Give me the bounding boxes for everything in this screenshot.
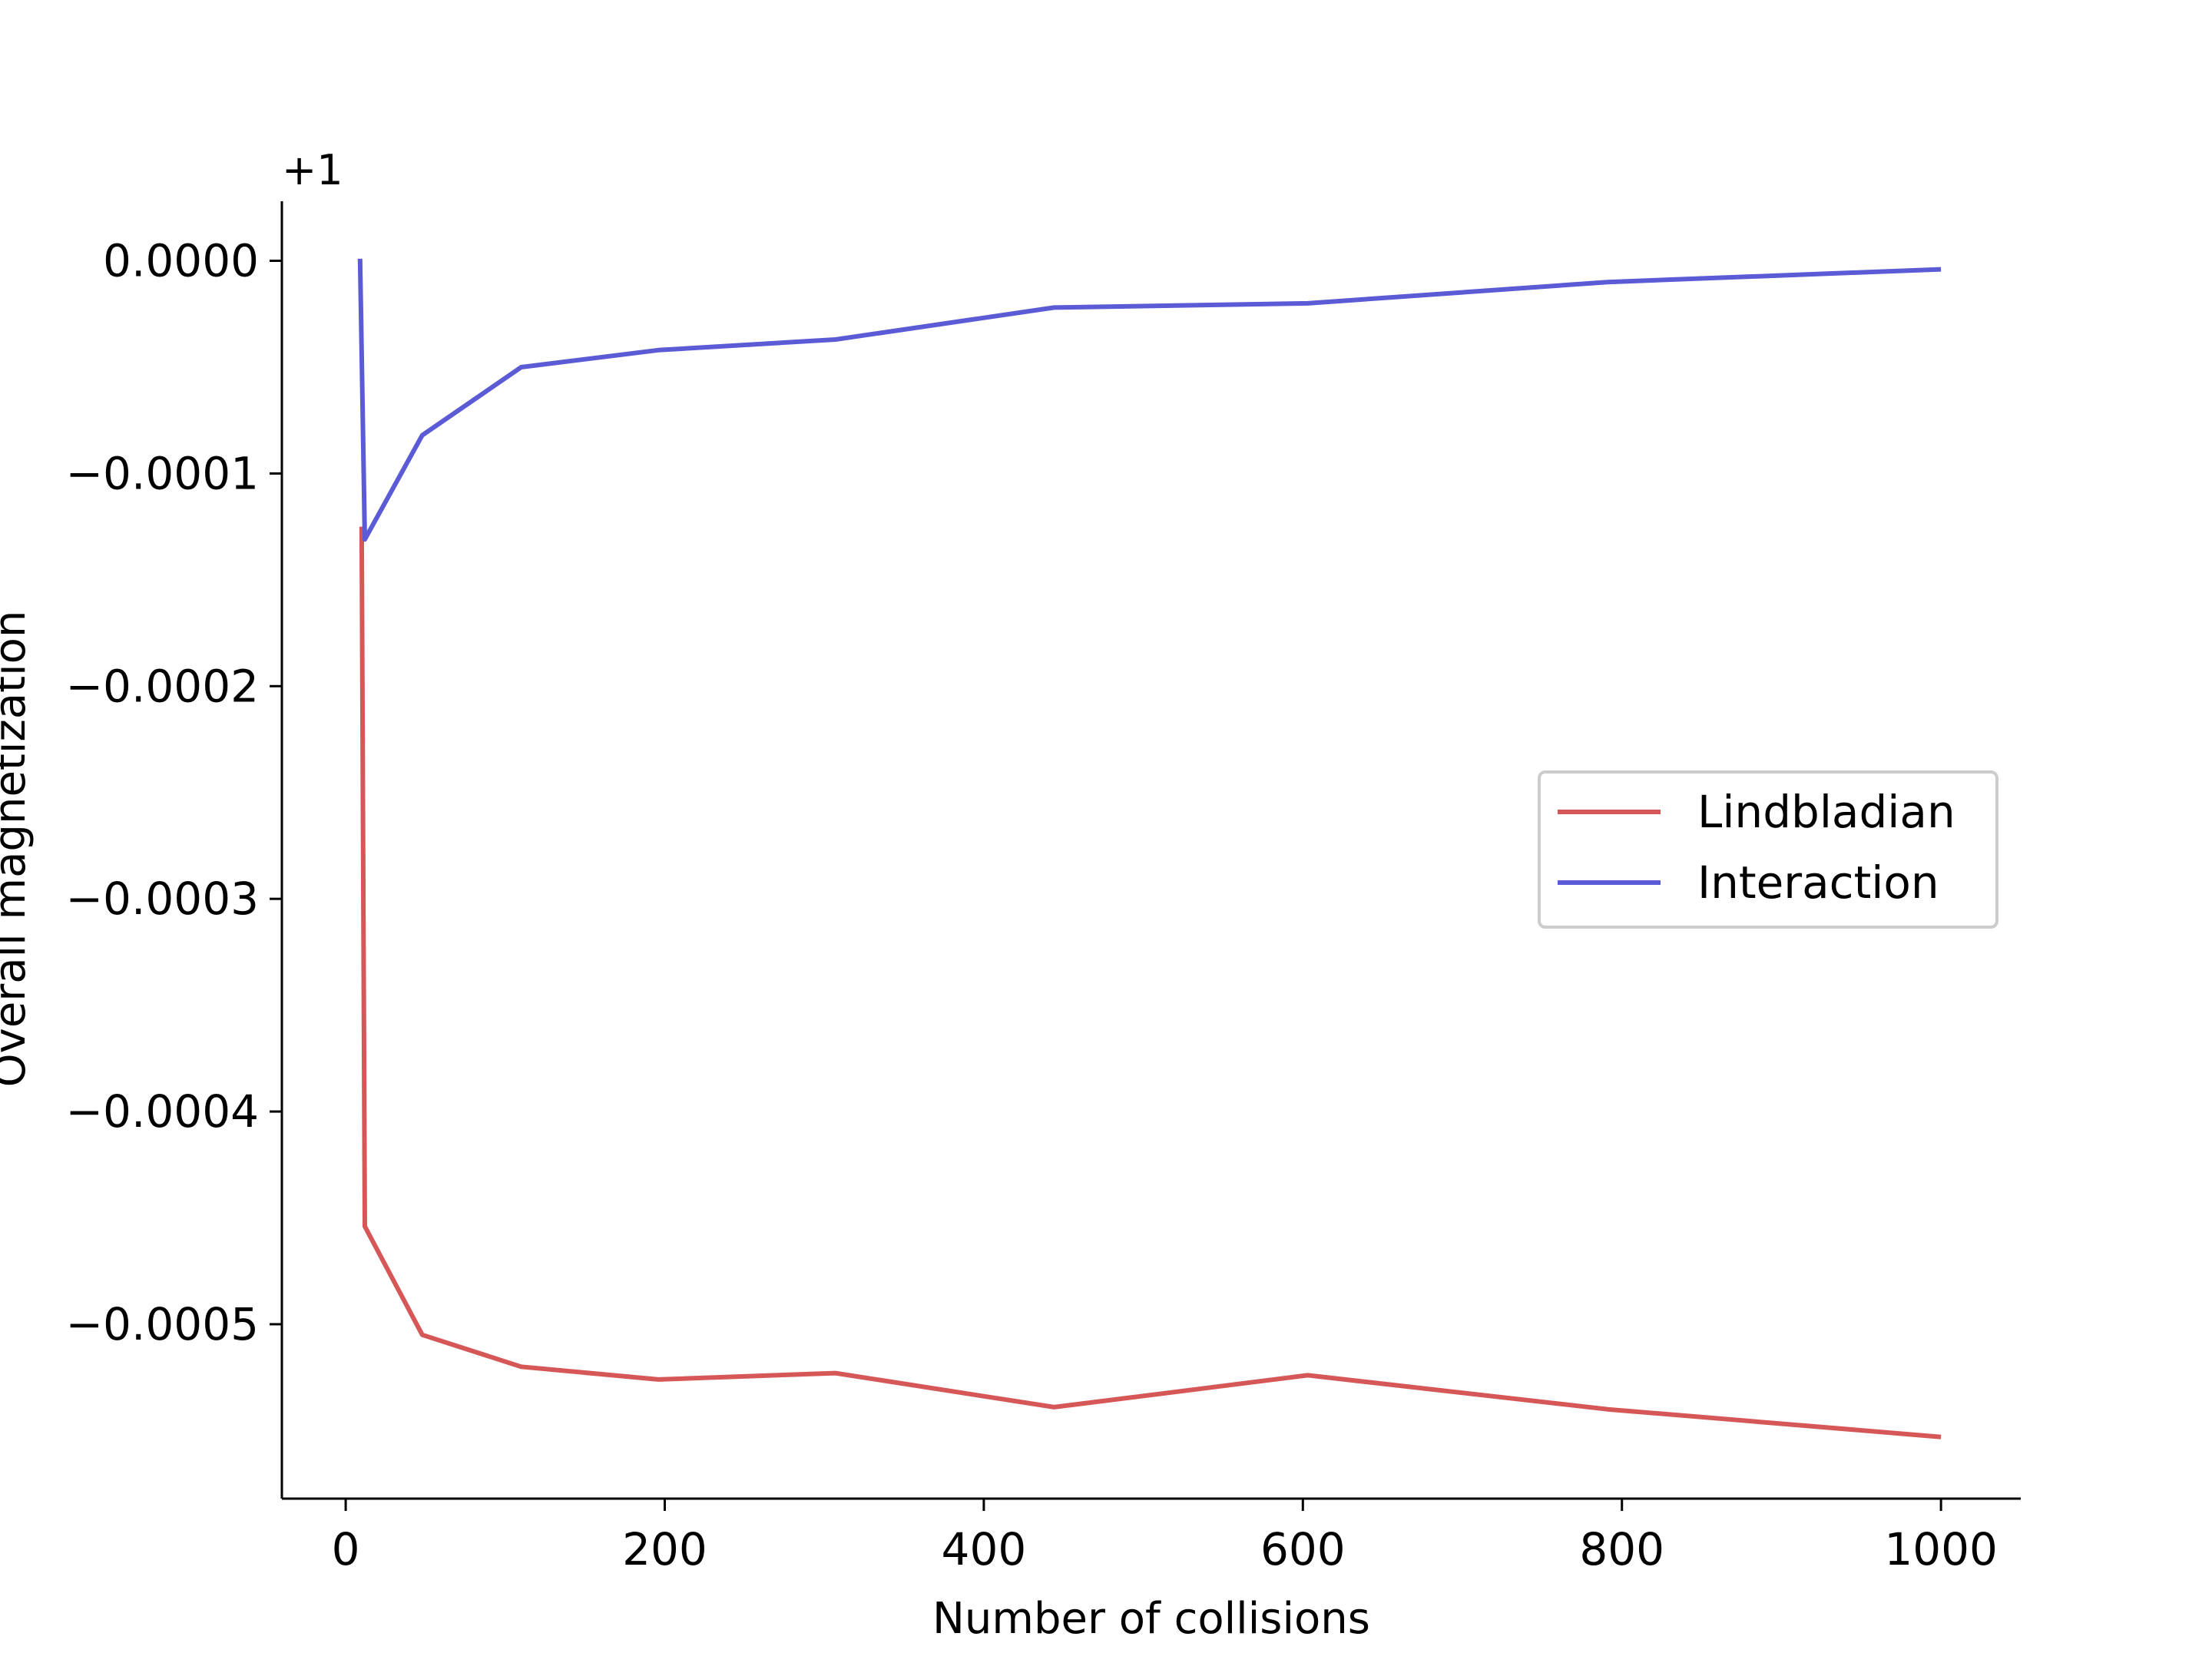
y-tick-label: −0.0005: [65, 1298, 259, 1350]
series-line-interaction: [357, 258, 1942, 542]
legend-label-interaction: Interaction: [1697, 856, 1939, 909]
y-tick-label: 0.0000: [103, 235, 259, 287]
y-ticks: 0.0000 −0.0001 −0.0002 −0.0003 −0.0004 −0.000…: [65, 235, 282, 1350]
legend-label-lindbladian: Lindbladian: [1697, 786, 1955, 838]
y-tick-label: −0.0003: [65, 873, 259, 925]
x-tick-label: 400: [942, 1523, 1027, 1575]
y-tick-label: −0.0004: [65, 1085, 259, 1138]
x-axis-label: Number of collisions: [932, 1594, 1370, 1644]
x-tick-label: 600: [1260, 1523, 1346, 1575]
x-tick-label: 800: [1579, 1523, 1664, 1575]
x-tick-label: 1000: [1884, 1523, 1998, 1575]
y-tick-label: −0.0002: [65, 660, 259, 712]
legend: Lindbladian Interaction: [1538, 770, 1998, 929]
x-tick-label: 0: [332, 1523, 360, 1575]
series-line-lindbladian: [359, 526, 1942, 1439]
x-tick-label: 200: [622, 1523, 707, 1575]
x-ticks: 0 200 400 600 800 1000: [332, 1499, 1998, 1575]
offset-text: +1: [282, 146, 343, 194]
plot-series: [357, 258, 1942, 1439]
y-tick-label: −0.0001: [65, 447, 259, 499]
y-axis-label: Overall magnetization: [0, 611, 35, 1088]
